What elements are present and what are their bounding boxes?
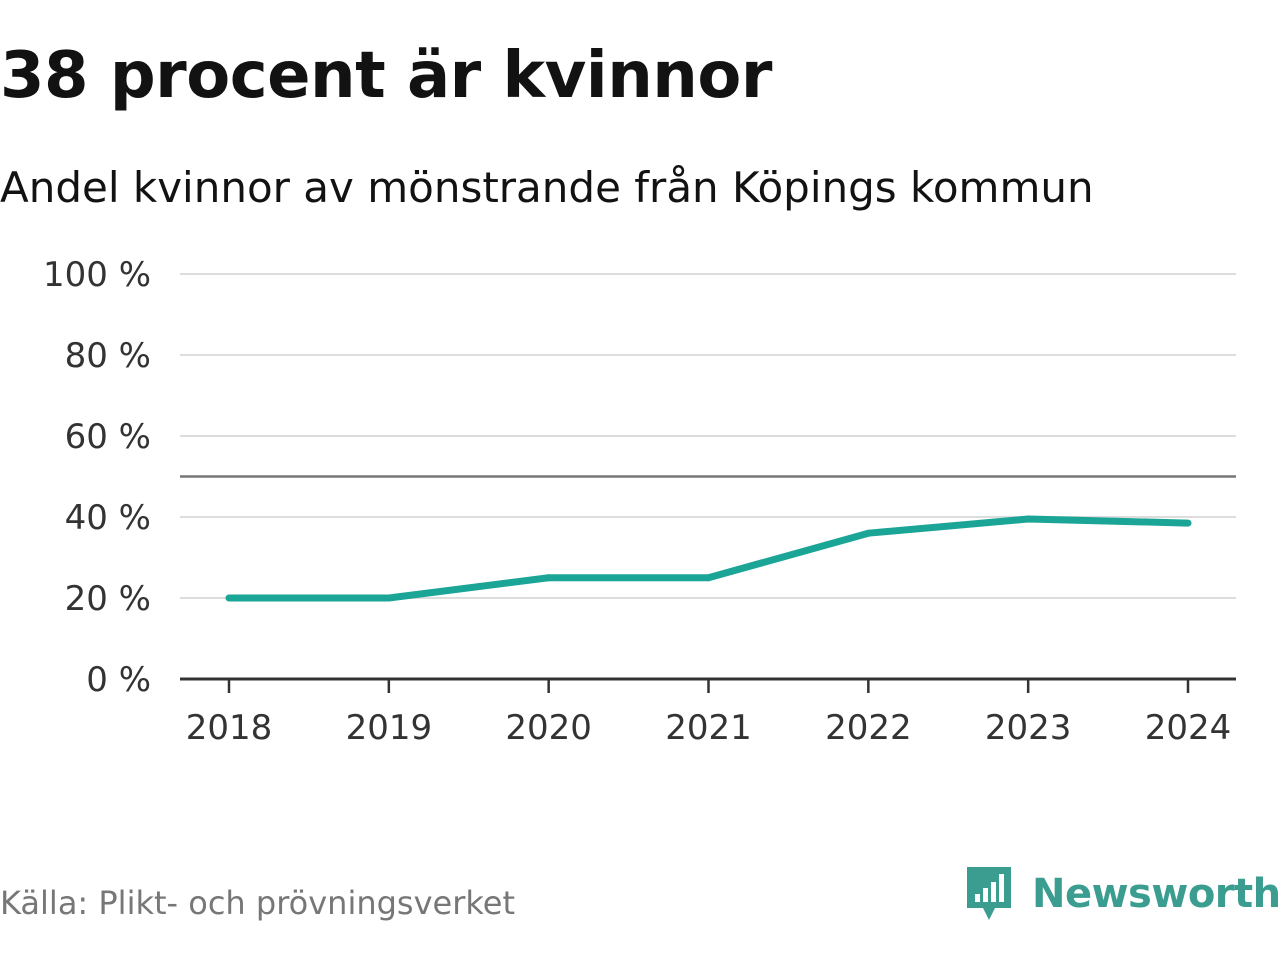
y-tick-label: 80 %: [65, 336, 151, 376]
newsworthy-logo-icon: [967, 867, 1011, 920]
data-point: [545, 574, 553, 582]
x-tick-label: 2020: [505, 708, 592, 748]
x-tick-label: 2018: [186, 708, 273, 748]
x-tick-label: 2021: [665, 708, 752, 748]
y-tick-label: 60 %: [65, 417, 151, 457]
chart-subtitle: Andel kvinnor av mönstrande från Köpings…: [0, 163, 1094, 212]
data-point: [1024, 515, 1032, 523]
brand-logo: Newsworthy: [964, 864, 1280, 924]
y-tick-label: 100 %: [43, 255, 151, 295]
data-point: [864, 529, 872, 537]
data-point: [1184, 519, 1192, 527]
series-line: [229, 515, 1189, 602]
chart-title: 38 procent är kvinnor: [0, 39, 772, 113]
data-point: [225, 594, 233, 602]
data-point: [385, 594, 393, 602]
x-tick-label: 2023: [985, 708, 1072, 748]
source-note: Källa: Plikt- och prövningsverket: [0, 884, 515, 922]
y-tick-label: 40 %: [65, 498, 151, 538]
brand-name: Newsworthy: [1032, 871, 1280, 917]
x-tick-label: 2024: [1145, 708, 1232, 748]
x-tick-label: 2022: [825, 708, 912, 748]
data-point: [705, 574, 712, 582]
y-tick-label: 20 %: [65, 579, 151, 619]
y-tick-label: 0 %: [86, 660, 151, 700]
x-tick-label: 2019: [346, 708, 433, 748]
